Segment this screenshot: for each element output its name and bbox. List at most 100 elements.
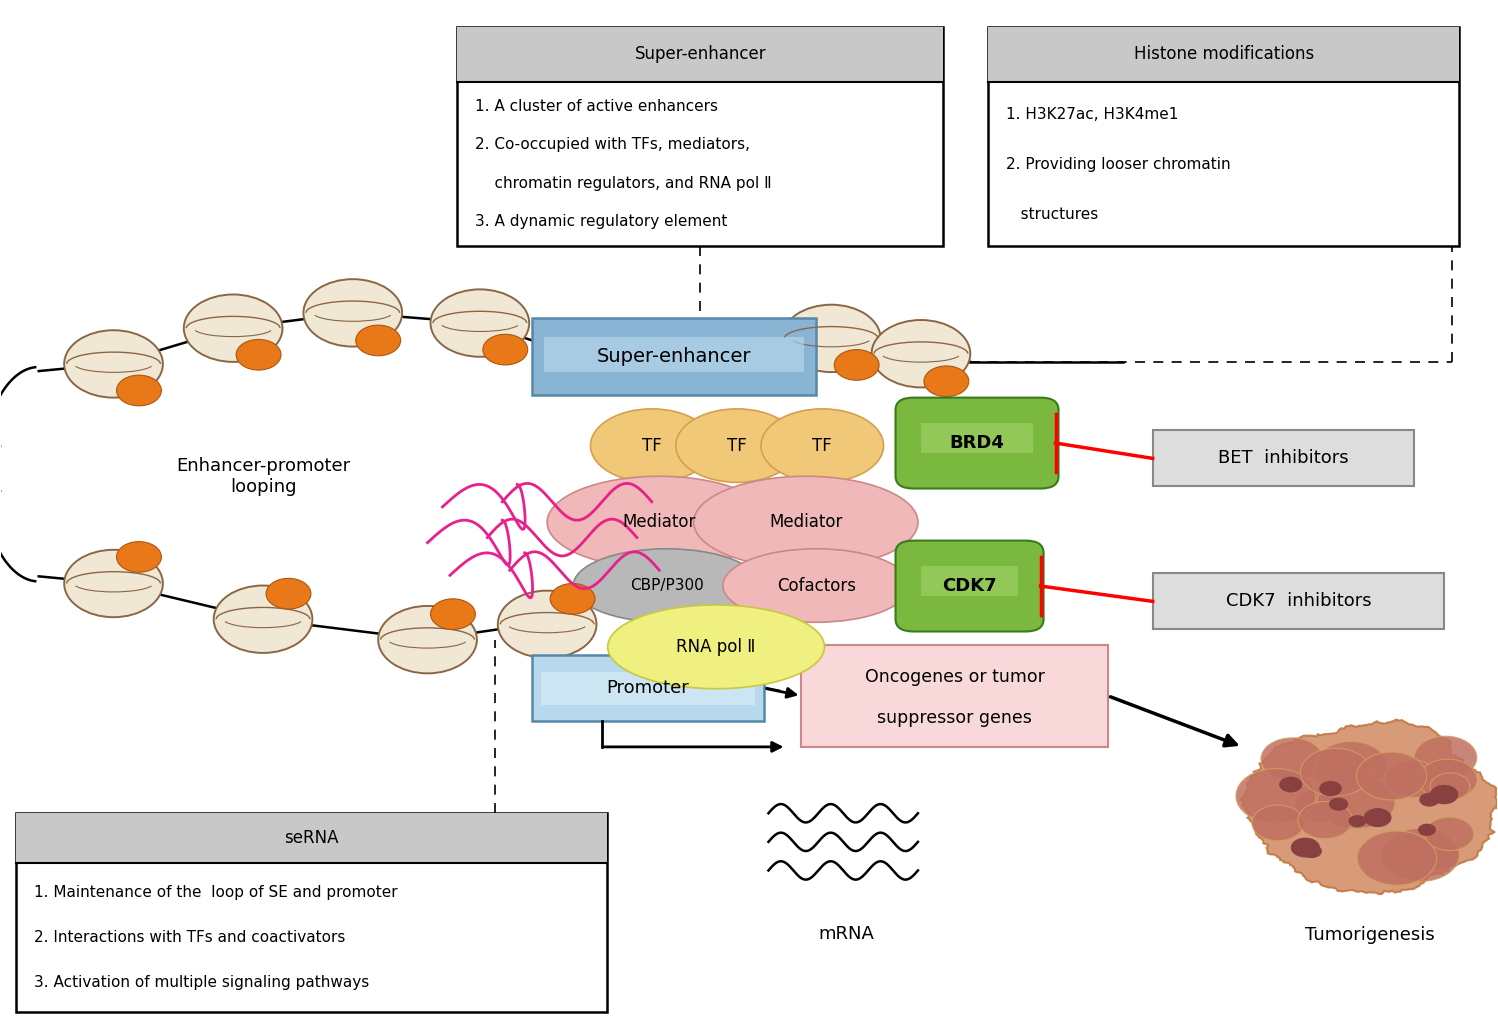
Circle shape [1252,805,1305,841]
Ellipse shape [761,409,884,482]
Text: BET  inhibitors: BET inhibitors [1218,450,1348,467]
Circle shape [184,295,283,361]
Circle shape [497,591,596,658]
Text: Histone modifications: Histone modifications [1134,45,1314,63]
Circle shape [1419,759,1477,800]
Circle shape [1419,823,1437,836]
Circle shape [1291,838,1320,857]
Circle shape [355,325,400,355]
Text: Mediator: Mediator [623,513,697,531]
Text: Tumorigenesis: Tumorigenesis [1305,926,1435,943]
Text: 1. A cluster of active enhancers: 1. A cluster of active enhancers [475,99,719,115]
Text: BRD4: BRD4 [950,434,1005,452]
Text: Cofactors: Cofactors [777,577,855,595]
Text: Oncogenes or tumor: Oncogenes or tumor [864,669,1044,686]
FancyBboxPatch shape [801,645,1109,746]
Circle shape [834,349,879,380]
Circle shape [430,599,475,630]
Circle shape [1381,828,1459,882]
Circle shape [1414,736,1477,779]
Circle shape [1236,769,1315,823]
Ellipse shape [547,476,771,568]
Circle shape [1284,778,1300,790]
Circle shape [1419,793,1440,807]
FancyBboxPatch shape [921,566,1019,596]
Text: 2. Interactions with TFs and coactivators: 2. Interactions with TFs and coactivator… [34,930,346,945]
Circle shape [872,321,971,387]
Circle shape [1431,784,1459,804]
Circle shape [924,366,969,396]
Circle shape [237,339,282,370]
Text: Mediator: Mediator [768,513,842,531]
Circle shape [267,579,312,609]
Circle shape [117,542,162,572]
Ellipse shape [676,409,798,482]
Circle shape [1312,751,1371,790]
Text: CDK7: CDK7 [942,578,996,595]
Circle shape [482,334,527,365]
Circle shape [1386,761,1440,798]
Text: structures: structures [1007,207,1098,221]
Ellipse shape [590,409,713,482]
Text: 1. Maintenance of the  loop of SE and promoter: 1. Maintenance of the loop of SE and pro… [34,885,398,900]
Circle shape [64,330,163,397]
Circle shape [1371,808,1386,819]
Circle shape [1431,773,1470,800]
Text: CDK7  inhibitors: CDK7 inhibitors [1225,592,1371,610]
Circle shape [1300,749,1371,796]
Circle shape [1357,831,1437,885]
Text: TF: TF [643,436,662,455]
Text: Enhancer-promoter
looping: Enhancer-promoter looping [175,457,351,496]
Circle shape [1348,815,1366,827]
Text: 2. Providing looser chromatin: 2. Providing looser chromatin [1007,157,1231,172]
FancyBboxPatch shape [532,655,764,721]
Text: TF: TF [812,436,833,455]
Text: CBP/P300: CBP/P300 [629,578,704,593]
Circle shape [1297,802,1353,839]
Circle shape [1425,817,1474,851]
FancyBboxPatch shape [1152,573,1444,630]
Ellipse shape [694,476,918,568]
Text: chromatin regulators, and RNA pol Ⅱ: chromatin regulators, and RNA pol Ⅱ [475,176,771,190]
FancyBboxPatch shape [457,27,944,82]
FancyBboxPatch shape [1152,430,1414,486]
Circle shape [1320,781,1342,797]
Text: Super-enhancer: Super-enhancer [635,45,765,63]
Text: Promoter: Promoter [607,679,689,697]
Text: suppressor genes: suppressor genes [878,710,1032,727]
Ellipse shape [724,549,909,623]
FancyBboxPatch shape [457,27,944,247]
Circle shape [1317,775,1395,828]
Circle shape [64,550,163,617]
Text: 1. H3K27ac, H3K4me1: 1. H3K27ac, H3K4me1 [1007,106,1179,122]
FancyBboxPatch shape [989,27,1459,82]
Text: 3. Activation of multiple signaling pathways: 3. Activation of multiple signaling path… [34,976,370,990]
Text: RNA pol Ⅱ: RNA pol Ⅱ [677,638,756,655]
Circle shape [782,305,881,372]
Circle shape [1363,808,1392,827]
Text: TF: TF [727,436,748,455]
Circle shape [214,586,313,653]
Circle shape [1302,844,1321,858]
FancyBboxPatch shape [541,672,755,705]
Circle shape [1279,776,1302,793]
Text: Super-enhancer: Super-enhancer [598,347,752,366]
FancyBboxPatch shape [544,337,804,372]
FancyBboxPatch shape [16,813,607,863]
Circle shape [1357,752,1426,800]
Circle shape [430,290,529,356]
Text: 2. Co-occupied with TFs, mediators,: 2. Co-occupied with TFs, mediators, [475,137,750,153]
FancyBboxPatch shape [896,541,1044,632]
Text: 3. A dynamic regulatory element: 3. A dynamic regulatory element [475,214,728,229]
Circle shape [1294,787,1347,822]
Ellipse shape [574,549,759,623]
Text: seRNA: seRNA [285,829,339,847]
Polygon shape [1242,720,1498,894]
Circle shape [377,606,476,674]
FancyBboxPatch shape [921,423,1034,453]
Text: mRNA: mRNA [818,925,875,942]
Circle shape [1261,738,1323,780]
FancyBboxPatch shape [896,397,1059,488]
Circle shape [1417,842,1459,870]
Circle shape [304,280,401,346]
